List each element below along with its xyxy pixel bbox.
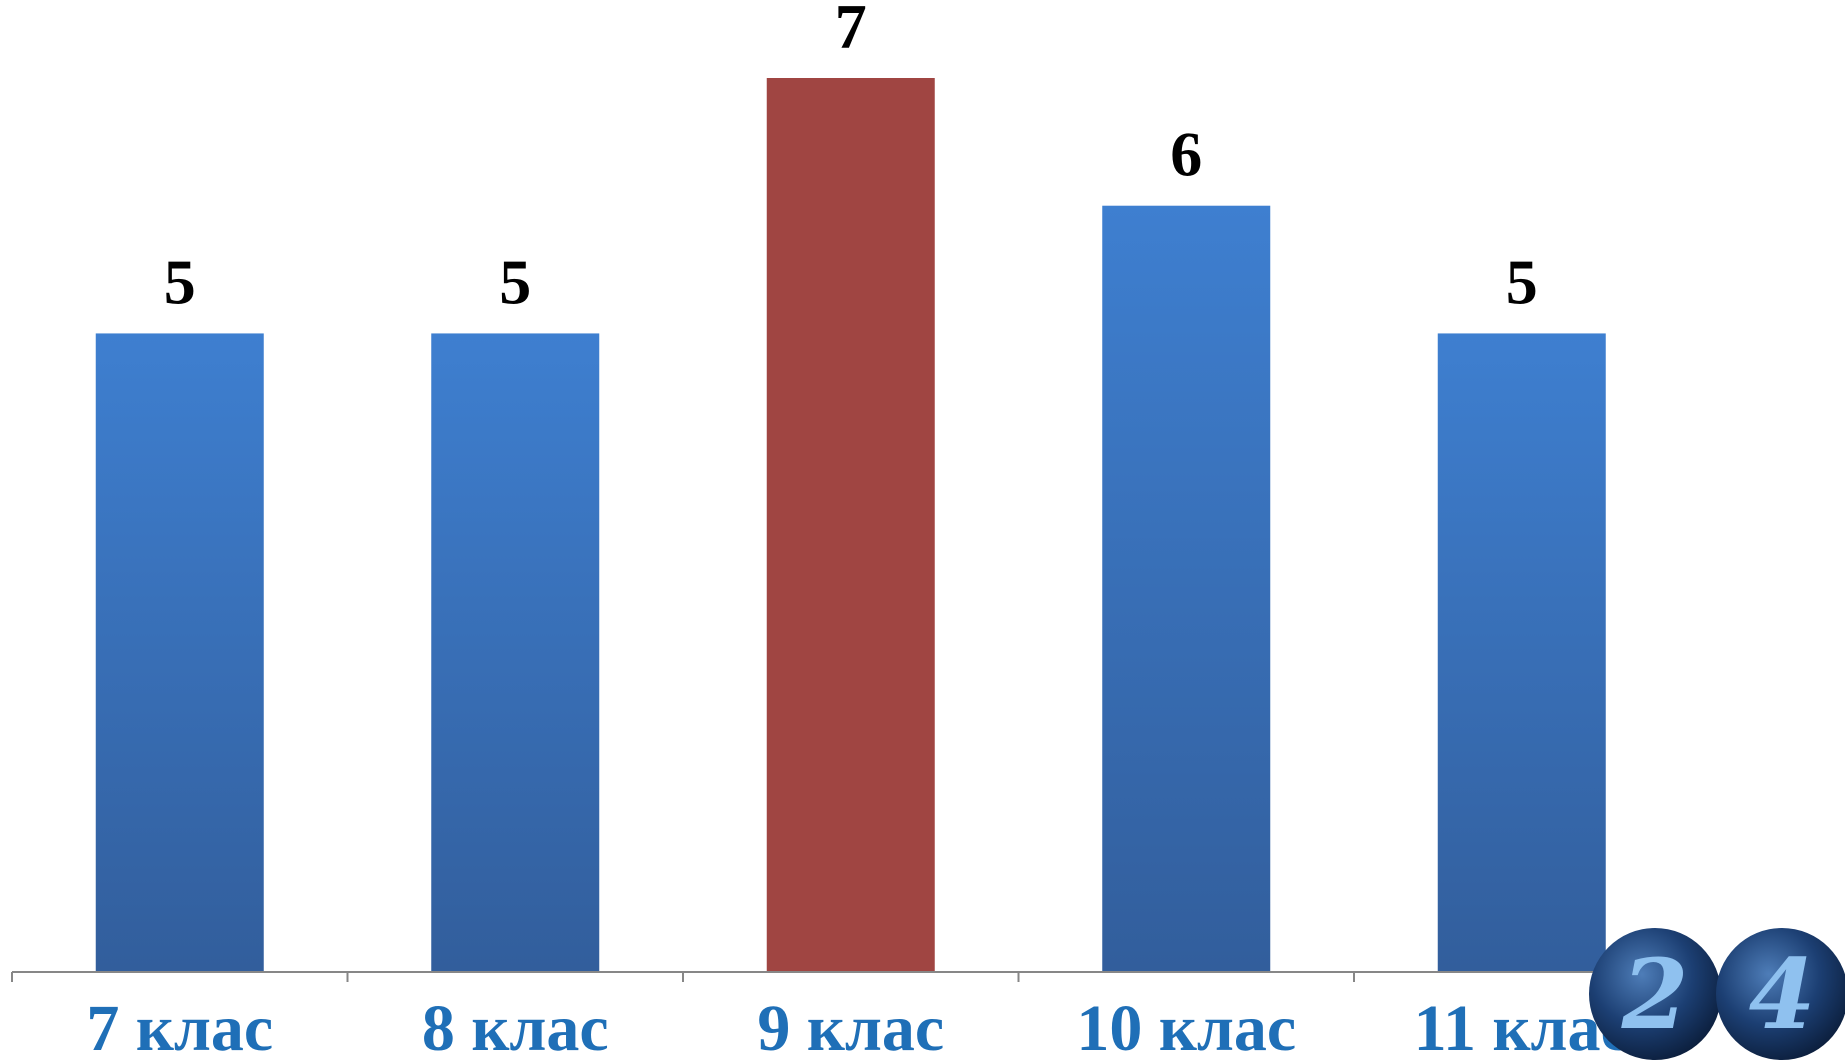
category-label-1: 7 клас — [86, 992, 273, 1062]
logo-digit-2: 2 — [1621, 938, 1689, 1051]
value-labels-group: 5 5 7 6 5 — [164, 0, 1538, 317]
bar-1 — [95, 333, 264, 972]
value-label-3: 7 — [835, 0, 867, 62]
value-label-1: 5 — [164, 246, 196, 317]
tv-channel-24-logo: 2 4 — [1589, 928, 1845, 1060]
category-label-4: 10 клас — [1076, 992, 1296, 1062]
bars-group — [95, 78, 1606, 972]
bar-3 — [766, 78, 935, 972]
x-axis-ticks — [11, 972, 1691, 982]
x-axis — [11, 971, 1691, 982]
bar-2 — [431, 333, 600, 972]
value-label-5: 5 — [1506, 246, 1538, 317]
logo-ball-right — [1716, 928, 1845, 1060]
category-label-2: 8 клас — [422, 992, 609, 1062]
value-label-2: 5 — [499, 246, 531, 317]
logo-digit-4: 4 — [1749, 938, 1816, 1051]
category-label-3: 9 клас — [757, 992, 944, 1062]
bar-5 — [1437, 333, 1606, 972]
value-label-4: 6 — [1170, 119, 1202, 190]
logo-ball-left — [1589, 928, 1721, 1060]
bar-4 — [1102, 205, 1271, 972]
category-labels-group: 7 клас 8 клас 9 клас 10 клас 11 клас — [86, 992, 1630, 1062]
